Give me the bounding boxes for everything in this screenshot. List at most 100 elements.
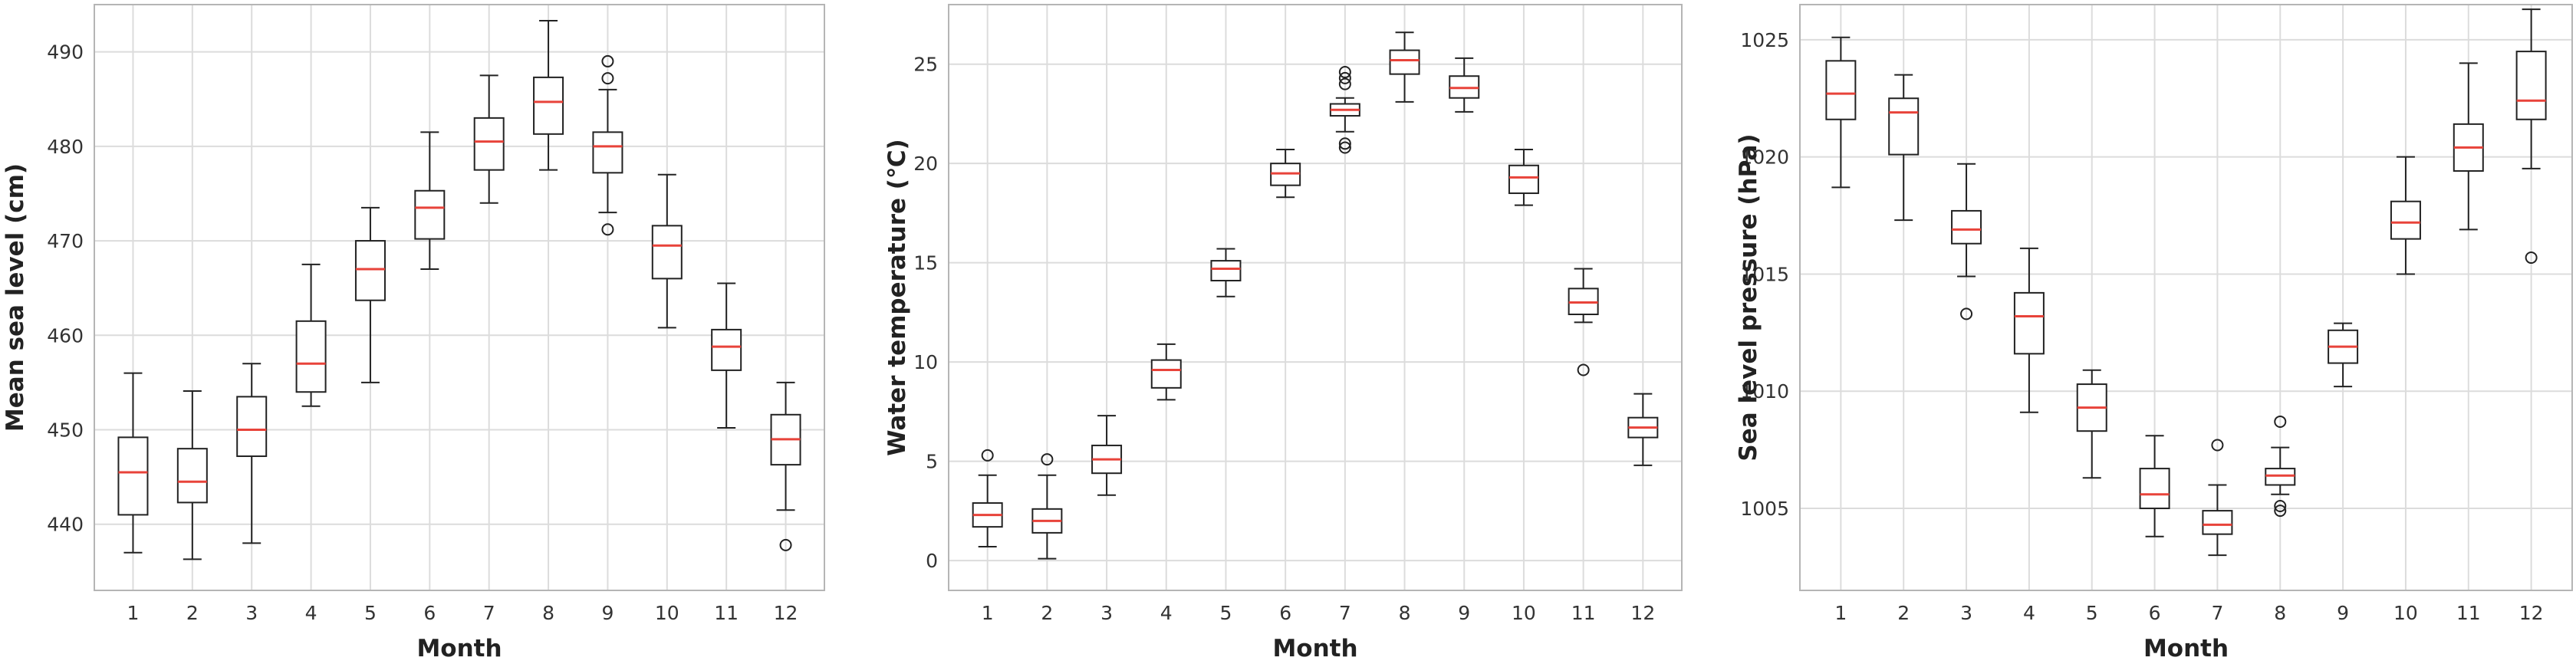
outlier-point <box>601 54 614 67</box>
plot-frame <box>948 4 1683 591</box>
x-tick-label: 6 <box>2149 602 2161 624</box>
x-tick-label: 11 <box>2456 602 2481 624</box>
y-axis-title: Water temperature (℃) <box>883 139 911 455</box>
box-1 <box>972 449 1003 548</box>
y-tick-label: 1010 <box>1740 380 1789 403</box>
x-tick-label: 2 <box>186 602 199 624</box>
y-axis-title: Mean sea level (cm) <box>2 163 29 432</box>
y-tick-label: 480 <box>47 136 84 158</box>
box-iqr <box>117 436 149 516</box>
outlier-point <box>1338 66 1351 79</box>
box-2 <box>176 390 208 560</box>
box-9 <box>2328 322 2359 388</box>
box-4 <box>295 263 327 407</box>
x-tick-label: 7 <box>483 602 495 624</box>
outlier-point <box>2274 505 2287 518</box>
x-tick-label: 12 <box>1630 602 1655 624</box>
x-tick-label: 9 <box>2337 602 2349 624</box>
box-8 <box>1389 31 1420 103</box>
box-iqr <box>1210 260 1242 281</box>
box-2 <box>1031 453 1063 560</box>
outlier-point <box>1338 141 1351 154</box>
x-tick-label: 8 <box>2274 602 2286 624</box>
box-iqr <box>1825 60 1857 120</box>
outlier-point <box>1338 71 1351 84</box>
x-tick-label: 3 <box>1100 602 1113 624</box>
x-tick-label: 12 <box>774 602 798 624</box>
box-iqr <box>2390 200 2421 240</box>
box-5 <box>1210 248 1242 297</box>
box-3 <box>1091 415 1123 496</box>
box-iqr <box>354 240 386 301</box>
plot-frame <box>94 4 825 591</box>
x-tick-label: 2 <box>1041 602 1053 624</box>
x-tick-label: 4 <box>305 602 317 624</box>
box-1 <box>117 372 149 554</box>
outlier-point <box>2211 439 2224 452</box>
x-tick-label: 9 <box>1458 602 1470 624</box>
y-tick-label: 460 <box>47 324 84 347</box>
y-tick-label: 470 <box>47 230 84 252</box>
outlier-point <box>2525 251 2538 265</box>
box-11 <box>711 282 742 429</box>
box-9 <box>1449 57 1480 113</box>
outlier-point <box>1041 453 1054 466</box>
y-tick-label: 15 <box>913 252 938 274</box>
x-tick-label: 4 <box>2023 602 2035 624</box>
y-tick-label: 440 <box>47 514 84 536</box>
x-axis-title: Month <box>416 635 502 662</box>
box-iqr <box>1150 359 1182 389</box>
x-tick-label: 3 <box>245 602 258 624</box>
x-tick-label: 1 <box>1834 602 1847 624</box>
box-3 <box>1951 163 1982 320</box>
box-iqr <box>2202 510 2233 535</box>
box-iqr <box>473 117 505 171</box>
x-tick-label: 10 <box>655 602 679 624</box>
y-tick-label: 10 <box>913 351 938 373</box>
x-tick-label: 6 <box>423 602 436 624</box>
x-tick-label: 3 <box>1960 602 1972 624</box>
x-tick-label: 10 <box>1512 602 1536 624</box>
y-tick-label: 450 <box>47 419 84 442</box>
x-tick-label: 12 <box>2519 602 2544 624</box>
x-tick-label: 11 <box>714 602 739 624</box>
box-12 <box>770 381 801 551</box>
box-11 <box>1568 268 1599 376</box>
outlier-point <box>2274 415 2287 428</box>
x-tick-label: 5 <box>1220 602 1232 624</box>
y-tick-label: 25 <box>913 54 938 76</box>
x-tick-label: 9 <box>601 602 614 624</box>
box-9 <box>592 54 623 236</box>
y-tick-label: 5 <box>926 451 938 473</box>
box-6 <box>1270 149 1301 199</box>
box-3 <box>236 363 268 544</box>
x-axis-title: Month <box>2143 635 2229 662</box>
box-11 <box>2453 62 2484 231</box>
box-iqr <box>2013 291 2045 355</box>
box-10 <box>1508 149 1539 206</box>
x-tick-label: 8 <box>1399 602 1411 624</box>
box-8 <box>533 19 564 171</box>
outlier-point <box>601 223 614 236</box>
box-iqr <box>414 189 446 240</box>
box-10 <box>2390 156 2421 275</box>
box-6 <box>414 131 446 271</box>
box-5 <box>2076 369 2107 479</box>
box-iqr <box>295 320 327 393</box>
x-tick-label: 11 <box>1571 602 1596 624</box>
box-10 <box>651 173 683 329</box>
box-5 <box>354 206 386 383</box>
y-tick-label: 490 <box>47 41 84 64</box>
box-iqr <box>2265 468 2296 486</box>
x-tick-label: 1 <box>982 602 994 624</box>
y-tick-label: 1015 <box>1740 263 1789 285</box>
box-iqr <box>176 448 208 504</box>
outlier-point <box>1338 77 1351 90</box>
box-7 <box>473 74 505 204</box>
box-iqr <box>2139 468 2170 510</box>
x-axis-title: Month <box>1272 635 1357 662</box>
outlier-point <box>1577 363 1590 376</box>
